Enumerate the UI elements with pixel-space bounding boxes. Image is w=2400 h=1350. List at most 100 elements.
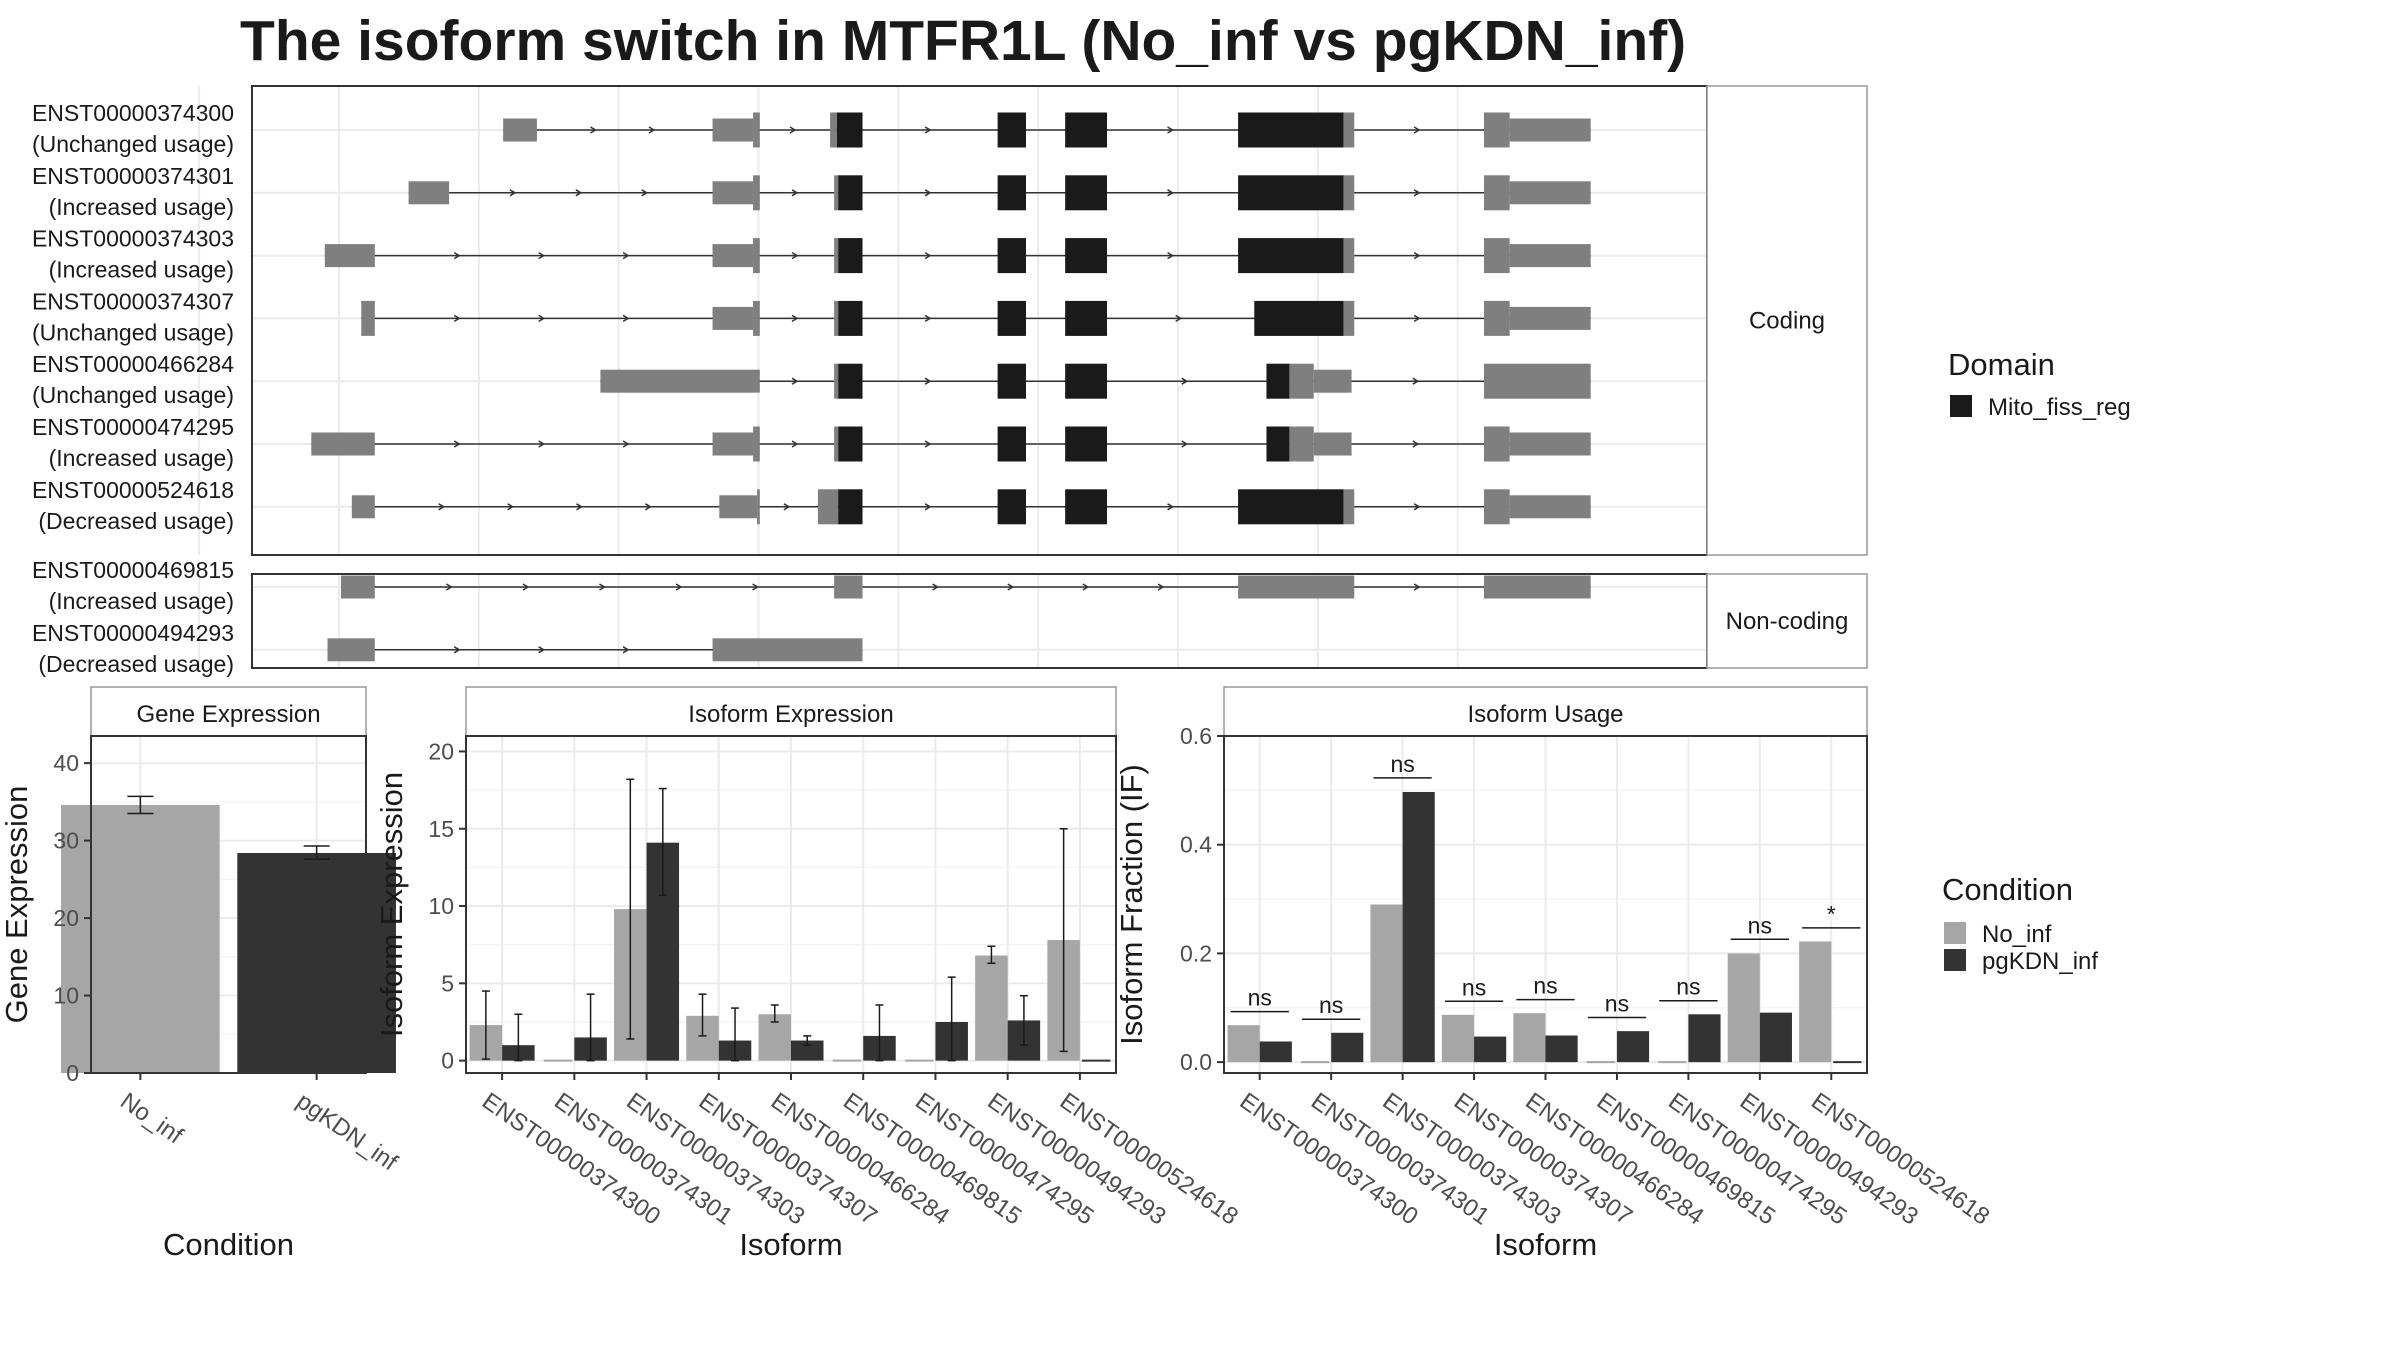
- intron-arrow: [1413, 189, 1421, 197]
- domain-legend-label: Mito_fiss_reg: [1988, 394, 2131, 421]
- domain-exon: [838, 300, 863, 336]
- transcript-id-label: ENST00000494293: [32, 620, 234, 646]
- panel-strip-title: Isoform Usage: [1467, 701, 1623, 728]
- facet-strip-label: Non-coding: [1726, 608, 1849, 635]
- intron-arrow: [924, 126, 932, 134]
- exon: [1483, 489, 1510, 525]
- domain-exon: [838, 363, 863, 399]
- domain-exon: [1238, 175, 1344, 211]
- exon: [327, 638, 375, 662]
- y-tick-label: 40: [53, 750, 79, 776]
- significance-label: ns: [1462, 974, 1486, 1000]
- bar-pgKDN_inf: [237, 852, 396, 1073]
- domain-exon: [1065, 238, 1108, 274]
- transcript-usage-label: (Decreased usage): [38, 651, 234, 677]
- transcript-ENST00000374301: ENST00000374301 (Increased usage): [32, 163, 1591, 220]
- intron-arrow: [1413, 314, 1421, 323]
- domain-exon: [997, 175, 1026, 211]
- exon: [1313, 432, 1352, 456]
- y-tick-label: 10: [428, 893, 454, 919]
- intron-arrow: [622, 440, 630, 448]
- transcript-usage-label: (Decreased usage): [38, 508, 234, 534]
- domain-exon: [1065, 175, 1108, 211]
- transcript-id-label: ENST00000374307: [32, 288, 234, 314]
- x-axis-title: Isoform: [739, 1227, 842, 1262]
- exon: [712, 181, 754, 205]
- transcript-usage-label: (Increased usage): [49, 588, 234, 614]
- exon: [817, 489, 839, 525]
- exon: [1289, 363, 1314, 399]
- exon: [753, 238, 760, 274]
- domain-exon: [1254, 300, 1344, 336]
- y-tick-label: 20: [428, 738, 454, 764]
- domain-exon: [997, 112, 1026, 148]
- intron-arrow: [599, 583, 606, 591]
- intron-arrow: [675, 583, 683, 591]
- domain-exon: [1065, 363, 1108, 399]
- exon: [1509, 495, 1591, 519]
- intron-arrow: [791, 440, 799, 448]
- transcript-usage-label: (Increased usage): [49, 445, 234, 471]
- y-tick-label: 0: [66, 1060, 79, 1086]
- significance-label: ns: [1390, 751, 1414, 777]
- transcript-usage-label: (Unchanged usage): [32, 382, 234, 408]
- domain-legend-title: Domain: [1948, 347, 2055, 382]
- exon: [1343, 300, 1355, 336]
- exon: [1509, 244, 1591, 268]
- transcript-id-label: ENST00000374300: [32, 100, 234, 126]
- structure-panel-background: [252, 86, 1707, 555]
- exon: [1483, 112, 1510, 148]
- intron-arrow: [590, 126, 597, 134]
- exon: [712, 306, 754, 330]
- exon: [834, 300, 839, 336]
- bar-ENST00000494293-pgKDN_inf: [1759, 1012, 1792, 1063]
- transcript-id-label: ENST00000524618: [32, 477, 234, 503]
- exon: [834, 175, 839, 211]
- transcript-id-label: ENST00000469815: [32, 557, 234, 583]
- exon: [1343, 175, 1355, 211]
- domain-exon: [838, 426, 863, 462]
- exon: [1238, 575, 1355, 599]
- domain-legend-swatch: [1950, 395, 1972, 417]
- x-axis-title: Condition: [163, 1227, 294, 1262]
- exon: [1509, 432, 1591, 456]
- bar-panel-1: Isoform Expression05101520ENST0000037430…: [374, 686, 1243, 1262]
- exon: [1483, 363, 1591, 399]
- intron-arrow: [648, 126, 656, 134]
- intron-arrow: [453, 314, 461, 323]
- significance-label: ns: [1748, 912, 1772, 938]
- bar-ENST00000494293-No_inf: [975, 955, 1008, 1061]
- facet-strip: [1706, 85, 1868, 556]
- domain-exon: [1238, 238, 1344, 274]
- transcript-usage-label: (Unchanged usage): [32, 131, 234, 157]
- exon: [753, 112, 760, 148]
- intron-arrow: [1167, 251, 1175, 260]
- transcript-ENST00000494293: ENST00000494293 (Decreased usage): [32, 620, 863, 677]
- transcript-usage-label: (Unchanged usage): [32, 319, 234, 345]
- intron-arrow: [1413, 251, 1421, 260]
- exon: [712, 432, 754, 456]
- domain-exon: [836, 112, 863, 148]
- intron-arrow: [445, 583, 453, 591]
- x-tick-label: pgKDN_inf: [292, 1088, 403, 1177]
- bar-ENST00000374303-pgKDN_inf: [1402, 791, 1435, 1063]
- transcript-usage-label: (Increased usage): [49, 194, 234, 220]
- intron-arrow: [791, 377, 799, 385]
- y-tick-label: 10: [53, 983, 79, 1009]
- transcript-ENST00000374303: ENST00000374303 (Increased usage): [32, 226, 1591, 283]
- intron-arrow: [1175, 314, 1183, 323]
- y-tick-label: 0.6: [1180, 723, 1212, 749]
- bar-ENST00000466284-pgKDN_inf: [791, 1040, 824, 1061]
- domain-exon: [997, 238, 1026, 274]
- exon: [361, 300, 375, 336]
- significance-label: ns: [1605, 991, 1629, 1017]
- domain-exon: [838, 489, 863, 525]
- transcript-id-label: ENST00000374303: [32, 226, 234, 252]
- transcript-usage-label: (Increased usage): [49, 257, 234, 283]
- panel-strip-title: Gene Expression: [136, 701, 320, 728]
- domain-exon: [1065, 112, 1108, 148]
- x-axis-title: Isoform: [1494, 1227, 1597, 1262]
- exon: [1509, 118, 1591, 142]
- intron-arrow: [1007, 583, 1015, 591]
